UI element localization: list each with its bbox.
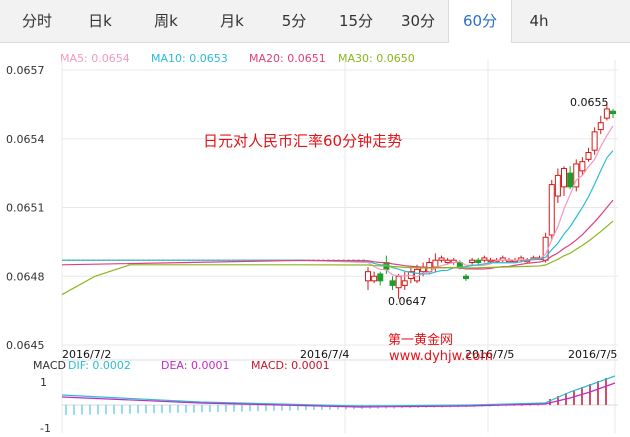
candle-body: [548, 184, 555, 236]
candle-body: [603, 108, 610, 119]
high-price-label: 0.0655: [570, 96, 609, 109]
macd-y-tick-label: -1: [40, 422, 51, 435]
candle-body: [610, 110, 616, 115]
candle-body: [554, 174, 561, 197]
ma5-label: MA5: 0.0654: [60, 52, 130, 65]
macd-dea-label: DEA: 0.0001: [161, 359, 230, 372]
candle-body: [561, 168, 567, 188]
tab-月k[interactable]: 月k: [220, 12, 244, 30]
candle-body: [487, 259, 494, 263]
candle-body: [371, 275, 378, 282]
macd-dif-label: DIF: 0.0002: [68, 359, 131, 372]
candle-body: [591, 131, 598, 151]
candle-body: [579, 161, 586, 172]
chart-annotation-title: 日元对人民币汇率60分钟走势: [203, 132, 403, 150]
tab-15分[interactable]: 15分: [338, 12, 374, 30]
ma30-label: MA30: 0.0650: [338, 52, 415, 65]
y-tick-label: 0.0645: [6, 339, 45, 352]
ma30-line: [61, 220, 614, 296]
macd-dif-line: [61, 375, 616, 407]
candle-body: [475, 259, 482, 264]
ma10-label: MA10: 0.0653: [151, 52, 228, 65]
ma10-line: [62, 150, 614, 275]
x-tick-label: 2016/7/5: [465, 348, 514, 361]
candle-body: [585, 152, 592, 160]
tab-周k[interactable]: 周k: [154, 12, 178, 30]
ma20-line: [61, 199, 614, 270]
candle-body: [401, 280, 408, 286]
low-price-label: 0.0647: [388, 295, 427, 308]
candle-body: [377, 273, 384, 282]
candle-body: [395, 275, 402, 289]
x-tick-label: 2016/7/4: [300, 348, 349, 361]
x-tick-label: 2016/7/5: [568, 348, 617, 361]
y-tick-label: 0.0654: [6, 133, 45, 146]
candle-body: [432, 259, 439, 268]
candle-body: [573, 163, 580, 188]
macd-label: MACD: [33, 359, 66, 372]
candle-body: [365, 271, 371, 282]
macd-dea-line: [61, 382, 616, 408]
candle-body: [597, 122, 604, 131]
candle-body: [444, 259, 451, 264]
candle-body: [567, 172, 574, 188]
tab-4h[interactable]: 4h: [529, 12, 549, 30]
candle-body: [389, 280, 396, 286]
macd-y-tick-label: 1: [40, 376, 47, 389]
y-tick-label: 0.0648: [6, 270, 45, 283]
timeframe-tabs: 分时 日k 周k 月k 5分 15分 30分 60分 4h: [0, 0, 630, 43]
tab-日k[interactable]: 日k: [88, 12, 112, 30]
candle-body: [469, 259, 476, 264]
macd-value-label: MACD: 0.0001: [251, 359, 330, 372]
tab-分时[interactable]: 分时: [21, 12, 52, 30]
candle-body: [463, 275, 469, 280]
y-tick-label: 0.0657: [6, 64, 45, 77]
tab-5分[interactable]: 5分: [281, 12, 307, 30]
y-tick-label: 0.0651: [6, 202, 45, 215]
candle-body: [481, 257, 488, 261]
candle-body: [438, 257, 445, 261]
watermark-url: www.dyhjw.com: [389, 349, 493, 364]
tab-30分[interactable]: 30分: [400, 12, 436, 30]
ma5-line: [62, 125, 614, 278]
x-tick-label: 2016/7/2: [62, 348, 111, 361]
ma20-label: MA20: 0.0651: [249, 52, 326, 65]
watermark-site-name: 第一黄金网: [388, 333, 454, 348]
tab-60分[interactable]: 60分: [448, 0, 512, 43]
